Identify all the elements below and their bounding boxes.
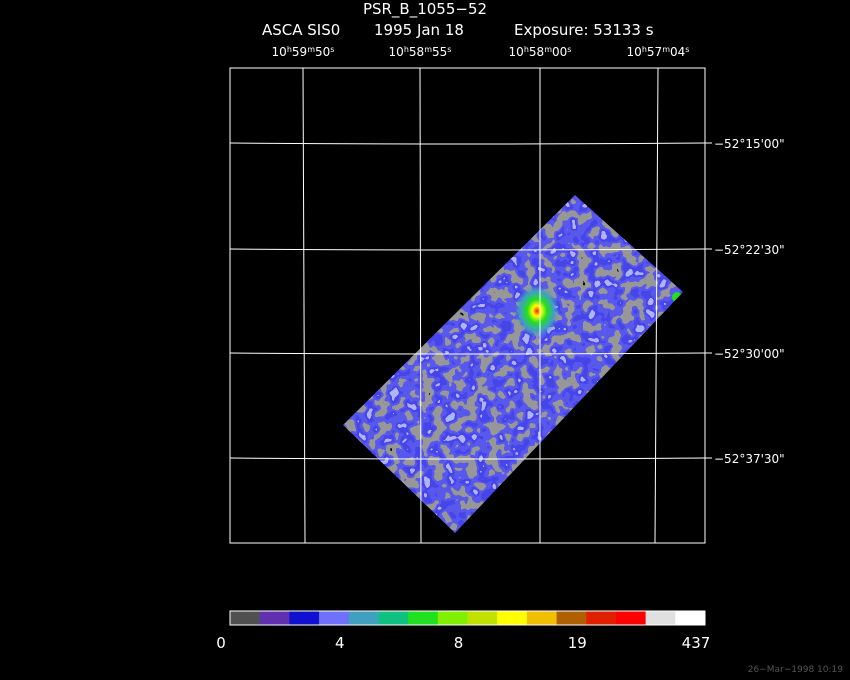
xray-image — [343, 195, 683, 533]
coordinate-grid — [229, 67, 706, 544]
ra-unit: h — [642, 45, 647, 54]
colorbar-swatch — [408, 611, 439, 625]
ra-unit: h — [404, 45, 409, 54]
ra-hours: 10 — [272, 45, 287, 59]
dec-label: −52°22'30" — [714, 243, 785, 257]
ra-seconds: 55 — [432, 45, 447, 59]
ra-hours: 10 — [509, 45, 524, 59]
colorbar-swatch — [348, 611, 379, 625]
colorbar-swatch — [378, 611, 409, 625]
colorbar-swatch — [437, 611, 468, 625]
ra-label: 10h59m50s — [272, 45, 335, 59]
ra-unit: h — [287, 45, 292, 54]
colorbar-swatch — [675, 611, 706, 625]
ra-minutes: 59 — [292, 45, 307, 59]
dec-label: −52°37'30" — [714, 452, 785, 466]
ra-seconds: 50 — [315, 45, 330, 59]
colorbar-label: 437 — [682, 634, 711, 652]
colorbar-swatch — [586, 611, 617, 625]
date: 1995 Jan 18 — [374, 21, 464, 39]
title: PSR_B_1055−52 — [363, 0, 487, 19]
colorbar-label: 19 — [568, 634, 587, 652]
ra-label: 10h58m00s — [509, 45, 572, 59]
dec-label: −52°30'00" — [714, 347, 785, 361]
colorbar-swatch — [645, 611, 676, 625]
ra-unit: s — [567, 45, 571, 54]
dec-label: −52°15'00" — [714, 137, 785, 151]
colorbar-swatch — [556, 611, 587, 625]
ra-unit: s — [330, 45, 334, 54]
ra-label: 10h57m04s — [627, 45, 690, 59]
ra-unit: m — [544, 45, 552, 54]
ra-minutes: 58 — [529, 45, 544, 59]
colorbar-swatch — [230, 611, 261, 625]
instrument: ASCA SIS0 — [262, 21, 340, 39]
ra-minutes: 58 — [409, 45, 424, 59]
colorbar-swatch — [259, 611, 290, 625]
colorbar-swatch — [289, 611, 320, 625]
ra-seconds: 00 — [552, 45, 567, 59]
colorbar-swatch — [319, 611, 350, 625]
ra-label: 10h58m55s — [389, 45, 452, 59]
footer-timestamp: 26−Mar−1998 10:19 — [748, 665, 843, 675]
colorbar-swatch — [526, 611, 558, 625]
ra-hours: 10 — [389, 45, 404, 59]
colorbar-label: 8 — [454, 634, 464, 652]
ra-unit: m — [662, 45, 670, 54]
ra-unit: s — [685, 45, 689, 54]
exposure: Exposure: 53133 s — [514, 21, 654, 39]
colorbar-swatch — [497, 611, 528, 625]
colorbar-label: 0 — [216, 634, 226, 652]
ra-unit: s — [447, 45, 451, 54]
ra-unit: m — [307, 45, 315, 54]
colorbar-frame — [229, 610, 706, 626]
colorbar-label: 4 — [335, 634, 345, 652]
ra-unit: h — [524, 45, 529, 54]
colorbar-swatch — [615, 611, 647, 625]
ra-minutes: 57 — [647, 45, 662, 59]
ra-seconds: 04 — [670, 45, 685, 59]
frame — [229, 67, 706, 544]
colorbar-swatch — [467, 611, 498, 625]
ra-unit: m — [424, 45, 432, 54]
ra-hours: 10 — [627, 45, 642, 59]
